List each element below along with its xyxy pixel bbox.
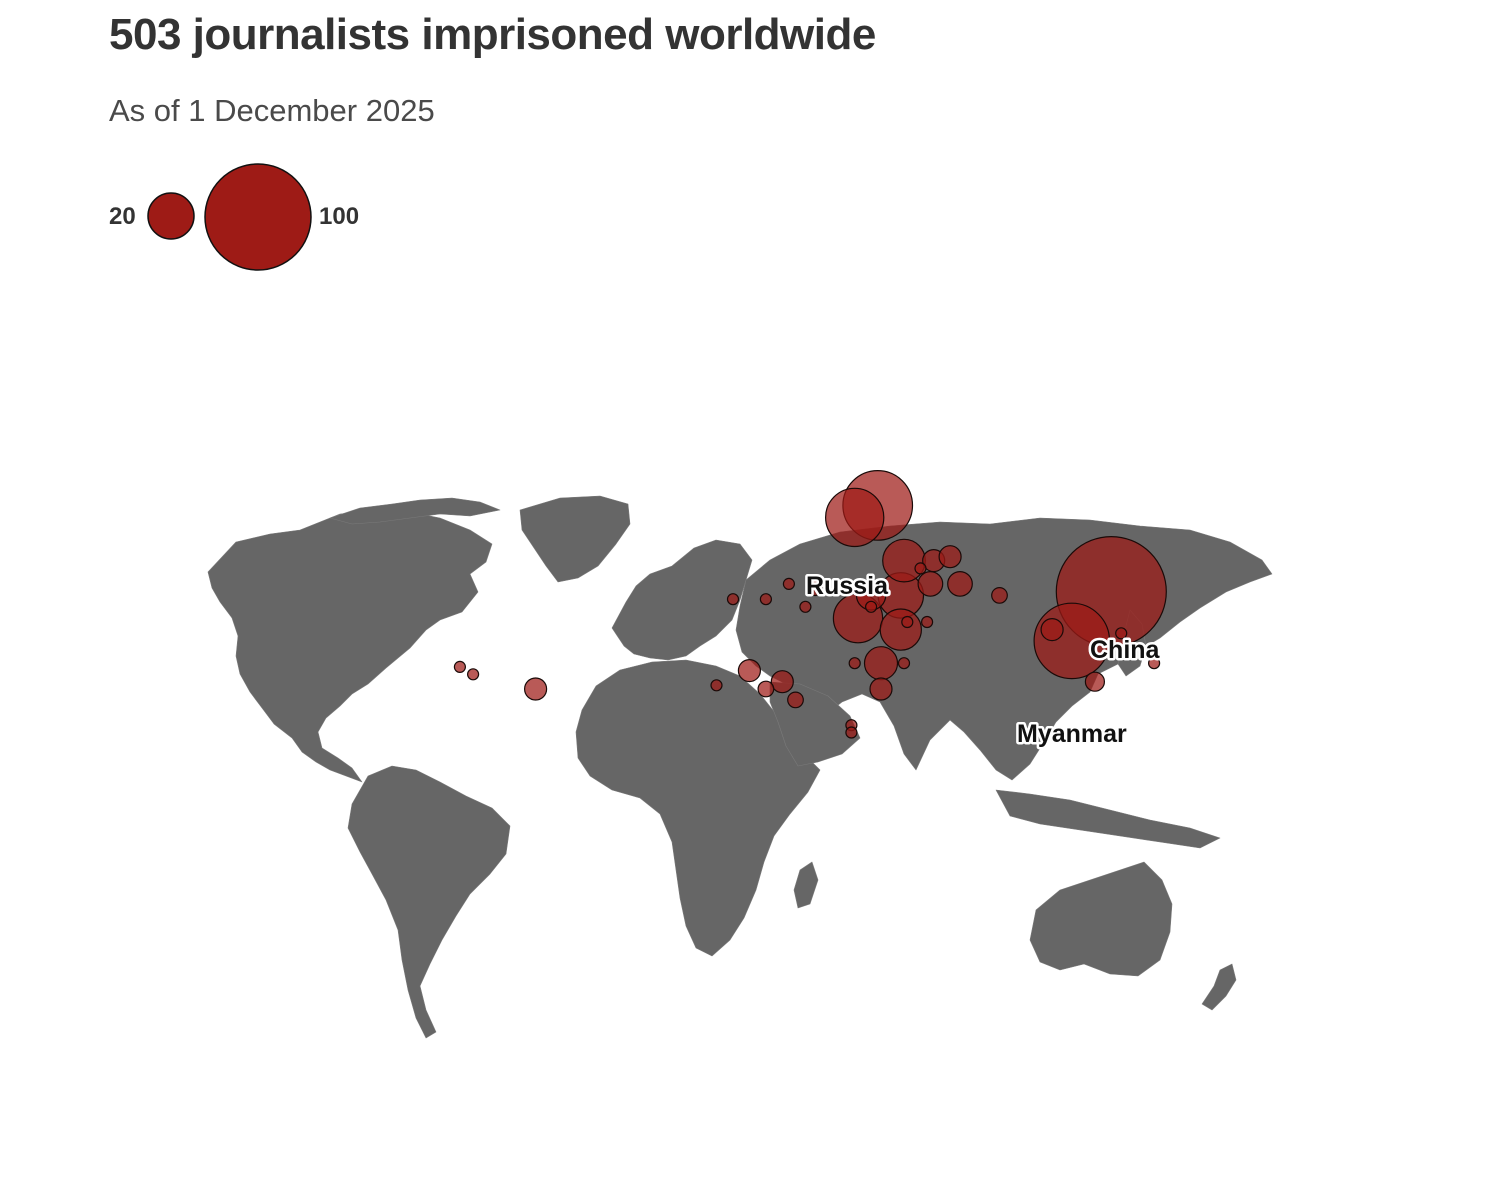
land-europe: [611, 539, 753, 661]
legend-large-value: 100: [319, 203, 360, 230]
land-southeast-asia-islands: [995, 789, 1221, 849]
country-bubble: [453, 660, 466, 673]
country-label-myanmar: Myanmar: [1017, 720, 1127, 748]
country-bubble: [845, 726, 858, 739]
country-bubble: [770, 670, 794, 694]
country-bubble: [1147, 657, 1161, 670]
country-bubble: [869, 677, 893, 701]
country-bubble: [737, 659, 762, 683]
world-map-canvas: Russia China Myanmar: [207, 470, 1273, 1039]
legend-small-bubble: [147, 192, 195, 240]
country-bubble: [863, 646, 899, 681]
country-bubble: [938, 545, 962, 569]
land-australia: [1029, 861, 1173, 977]
country-bubble: [864, 600, 878, 613]
country-bubble: [947, 570, 973, 597]
land-new-zealand: [1201, 963, 1237, 1011]
legend-small-value: 20: [109, 203, 136, 230]
country-bubble: [897, 657, 911, 670]
country-bubble: [825, 487, 885, 548]
country-bubble: [991, 586, 1008, 604]
size-legend-symbols: [147, 163, 312, 271]
country-label-russia: Russia: [806, 572, 889, 600]
country-bubble: [806, 579, 824, 597]
page-title: 503 journalists imprisoned worldwide: [109, 10, 876, 59]
size-legend: 20 100: [109, 160, 429, 275]
country-bubble: [523, 677, 548, 701]
country-bubble: [882, 538, 926, 583]
land-north-america: [207, 509, 493, 783]
country-bubble: [782, 577, 796, 591]
legend-large-bubble: [204, 163, 312, 271]
country-bubble: [1084, 671, 1106, 692]
country-bubble: [710, 679, 723, 692]
world-map: Russia China Myanmar: [0, 470, 1504, 1070]
country-bubble: [759, 593, 773, 606]
country-label-china: China: [1090, 636, 1161, 664]
bubble-layer: [453, 470, 1167, 739]
country-bubble: [848, 657, 861, 670]
country-bubble: [726, 593, 740, 606]
country-bubble: [914, 562, 927, 575]
page-subtitle: As of 1 December 2025: [109, 93, 435, 128]
country-bubble: [901, 615, 914, 629]
country-bubble: [757, 680, 775, 698]
country-bubble: [799, 600, 812, 613]
country-bubble: [787, 691, 804, 709]
label-layer: Russia China Myanmar: [804, 570, 1164, 751]
country-bubble: [1040, 618, 1064, 642]
country-bubble: [467, 668, 480, 681]
country-bubble: [920, 615, 934, 629]
land-greenland: [519, 495, 631, 583]
country-bubble: [917, 570, 944, 597]
land-madagascar: [793, 861, 819, 909]
country-bubble: [879, 608, 923, 651]
land-arctic-islands: [329, 497, 501, 525]
country-bubble: [1115, 627, 1128, 640]
land-south-america: [347, 765, 511, 1039]
